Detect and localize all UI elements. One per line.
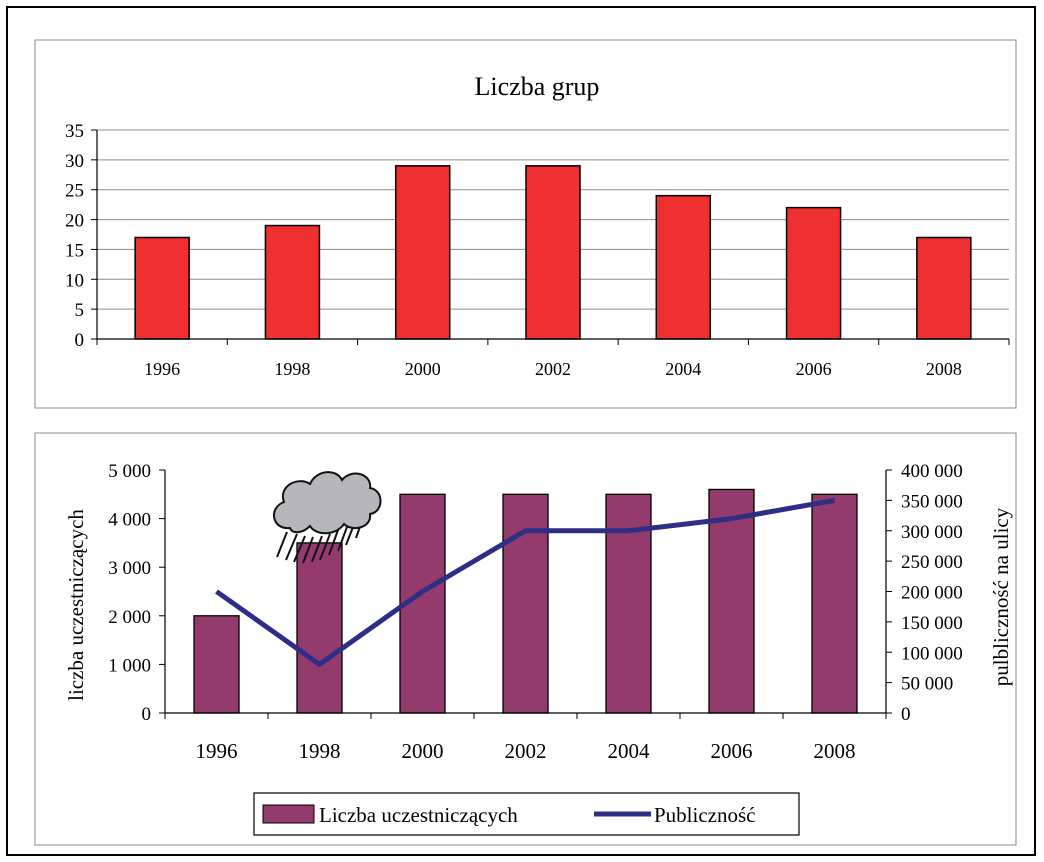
chart1-bar	[134, 236, 190, 340]
chart1-ytick-label: 10	[65, 270, 84, 291]
chart1-xtick-label: 2008	[926, 359, 962, 379]
chart1-bar	[655, 194, 712, 340]
chart1-bar	[394, 165, 451, 340]
chart1-xtick-label: 1998	[274, 359, 310, 379]
chart1-xtick-label: 2006	[796, 359, 832, 379]
chart1-title: Liczba grup	[475, 72, 600, 101]
chart1-bar	[785, 206, 842, 340]
chart1-bar	[916, 236, 972, 340]
chart1-bar	[525, 165, 581, 340]
chart1-xtick-label: 2002	[535, 359, 571, 379]
chart1-xtick-label: 2004	[665, 359, 701, 379]
chart1-xtick-label: 1996	[144, 359, 180, 379]
chart1-bar	[264, 224, 321, 340]
chart1-ytick-label: 20	[65, 211, 84, 232]
chart1-ytick-label: 5	[75, 300, 85, 321]
chart1-ytick-label: 35	[65, 121, 84, 142]
chart1-ytick-label: 0	[75, 330, 85, 351]
chart1-ytick-label: 25	[65, 181, 84, 202]
chart1-ytick-label: 15	[65, 240, 84, 261]
chart1-xtick-label: 2000	[405, 359, 441, 379]
chart1-ytick-label: 30	[65, 151, 84, 172]
